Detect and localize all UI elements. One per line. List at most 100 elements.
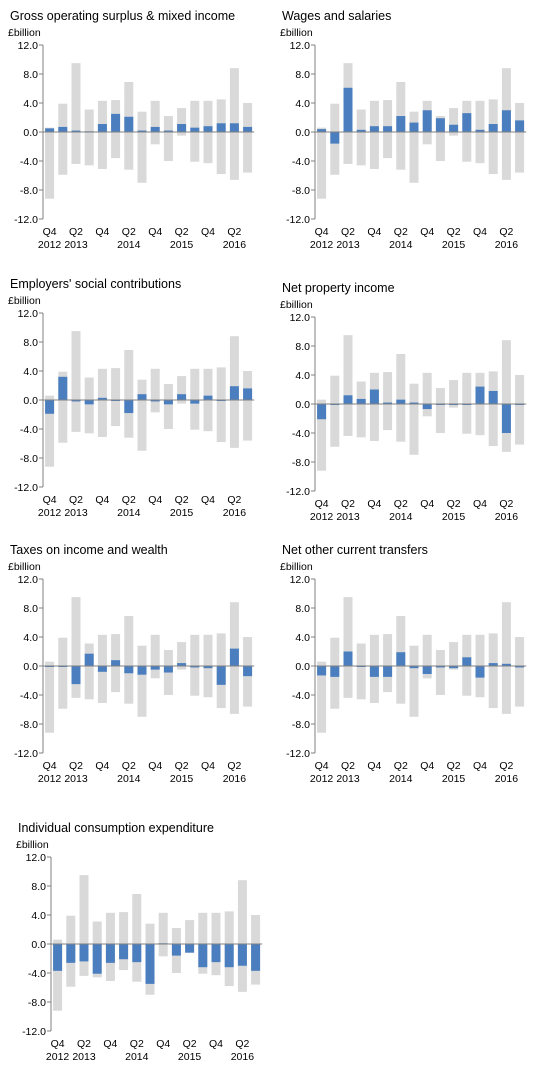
range-bar-upper (383, 634, 393, 666)
y-tick-label: -4.0 (292, 690, 310, 702)
range-bar-lower (409, 132, 419, 183)
range-bar-lower (317, 404, 327, 471)
value-bar (190, 666, 200, 668)
range-bar-upper (501, 602, 511, 666)
range-bar-lower (137, 666, 147, 717)
range-bar-upper (435, 650, 445, 666)
range-bar-lower (515, 132, 525, 173)
range-bar-upper (97, 634, 107, 666)
range-bar-lower (203, 400, 213, 432)
range-bar-upper (58, 637, 68, 666)
value-bar (501, 110, 511, 132)
value-bar (396, 399, 406, 404)
value-bar (383, 666, 393, 677)
range-bar-upper (383, 372, 393, 404)
y-tick-label: -8.0 (292, 719, 310, 731)
value-bar (145, 944, 155, 984)
y-tick-label: -8.0 (292, 457, 310, 469)
y-unit-label: £billion (8, 561, 41, 573)
range-bar-lower (163, 132, 173, 161)
range-bar-lower (53, 944, 63, 1011)
range-bar-upper (383, 100, 393, 132)
y-tick-label: 12.0 (18, 308, 39, 320)
x-quarter-label: Q4 (103, 1038, 117, 1050)
y-tick-label: -8.0 (292, 185, 310, 197)
x-quarter-label: Q4 (473, 760, 487, 772)
x-quarter-label: Q2 (499, 760, 513, 772)
range-bar-lower (158, 944, 168, 957)
range-bar-lower (356, 666, 366, 700)
range-bar-upper (488, 371, 498, 404)
range-bar-lower (150, 400, 160, 413)
range-bar-upper (190, 634, 200, 666)
x-quarter-label: Q2 (447, 498, 461, 510)
range-bar-lower (488, 404, 498, 447)
value-bar (198, 944, 208, 968)
x-quarter-label: Q4 (43, 760, 57, 772)
x-quarter-label: Q4 (201, 760, 215, 772)
x-year-label: 2012 (38, 239, 62, 251)
range-bar-lower (177, 666, 187, 670)
x-quarter-label: Q2 (175, 494, 189, 506)
value-bar (58, 376, 68, 400)
x-quarter-label: Q2 (122, 760, 136, 772)
value-bar (488, 663, 498, 666)
value-bar (330, 132, 340, 144)
x-year-label: 2012 (38, 507, 62, 519)
y-tick-label: -12.0 (14, 748, 38, 760)
range-bar-lower (422, 404, 432, 417)
x-quarter-label: Q2 (447, 226, 461, 238)
range-bar-lower (45, 400, 55, 467)
y-tick-label: 8.0 (23, 337, 38, 349)
range-bar-lower (515, 404, 525, 445)
chart-title: Net property income (282, 281, 395, 295)
value-bar (203, 666, 213, 669)
value-bar (84, 653, 94, 666)
range-bar-lower (229, 666, 239, 714)
x-quarter-label: Q2 (130, 1038, 144, 1050)
range-bar-lower (396, 132, 406, 170)
y-tick-label: 4.0 (295, 370, 310, 382)
range-bar-upper (119, 912, 129, 944)
value-bar (243, 388, 253, 400)
range-bar-lower (163, 666, 173, 695)
range-bar-upper (158, 912, 168, 944)
range-bar-upper (150, 368, 160, 400)
range-bar-lower (84, 400, 94, 434)
x-quarter-label: Q4 (201, 226, 215, 238)
range-bar-upper (317, 661, 327, 666)
x-year-label: 2014 (117, 507, 141, 519)
range-bar-lower (58, 666, 68, 709)
value-bar (237, 944, 247, 966)
x-year-label: 2014 (117, 239, 141, 251)
range-bar-upper (45, 395, 55, 400)
value-bar (124, 666, 134, 674)
range-bar-lower (111, 666, 121, 693)
range-bar-upper (396, 615, 406, 666)
range-bar-lower (111, 132, 121, 159)
value-bar (137, 130, 147, 132)
y-unit-label: £billion (16, 839, 49, 851)
range-bar-upper (237, 880, 247, 944)
range-bar-lower (343, 666, 353, 698)
y-tick-label: 12.0 (18, 574, 39, 586)
chart-svg: Gross operating surplus & mixed income £b… (8, 9, 255, 251)
x-quarter-label: Q2 (394, 498, 408, 510)
range-bar-lower (330, 404, 340, 447)
x-quarter-label: Q4 (156, 1038, 170, 1050)
x-year-label: 2015 (170, 773, 194, 785)
value-bar (84, 400, 94, 405)
x-year-label: 2015 (170, 507, 194, 519)
range-bar-upper (203, 100, 213, 132)
y-tick-label: 12.0 (18, 40, 39, 52)
range-bar-upper (422, 372, 432, 404)
range-bar-upper (515, 637, 525, 666)
value-bar (243, 126, 253, 132)
range-bar-lower (435, 404, 445, 433)
x-quarter-label: Q4 (420, 760, 434, 772)
value-bar (185, 944, 195, 953)
range-bar-lower (501, 132, 511, 180)
value-bar (409, 402, 419, 404)
range-bar-lower (462, 404, 472, 434)
